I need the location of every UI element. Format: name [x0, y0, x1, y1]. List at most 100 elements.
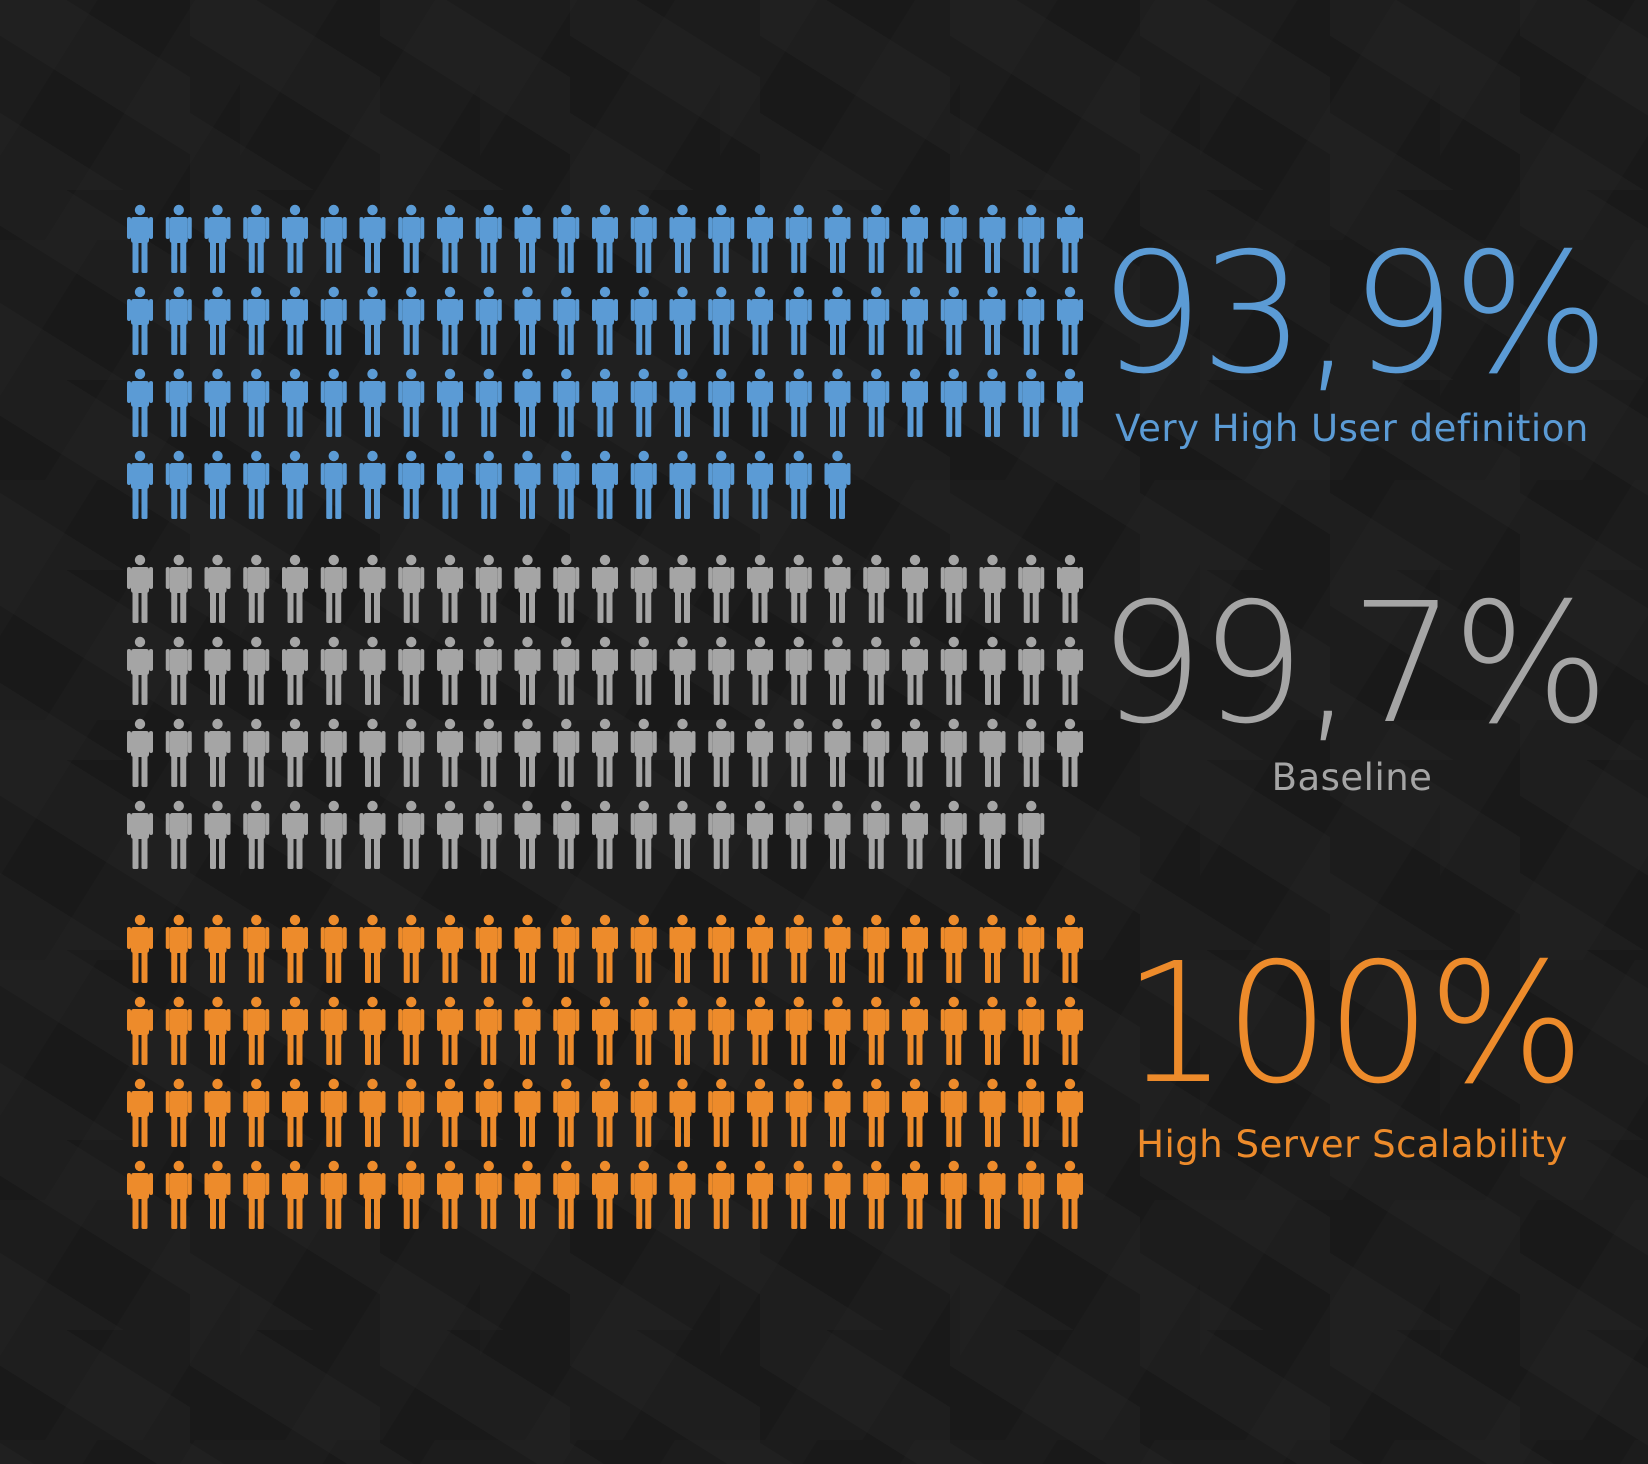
person-icon [979, 554, 1006, 623]
person-icon [979, 1078, 1006, 1147]
person-icon [475, 800, 502, 869]
person-icon [165, 368, 192, 437]
person-icon [398, 636, 425, 705]
gray-series-label: Baseline [1271, 756, 1433, 799]
person-icon [669, 1160, 696, 1229]
person-icon [824, 368, 851, 437]
person-icon [1057, 286, 1083, 355]
person-icon [320, 554, 347, 623]
person-icon [398, 996, 425, 1065]
person-icon [514, 636, 541, 705]
person-icon [359, 204, 386, 273]
person-icon [863, 554, 890, 623]
person-icon [1018, 1078, 1045, 1147]
person-icon [863, 718, 890, 787]
person-icon [863, 1160, 890, 1229]
person-icon [127, 554, 153, 623]
person-icon [514, 996, 541, 1065]
person-icon [437, 800, 463, 869]
person-icon [824, 450, 851, 519]
person-icon [1018, 914, 1045, 983]
person-icon [165, 636, 192, 705]
person-icon [669, 1078, 696, 1147]
person-icon [940, 1160, 967, 1229]
person-icon [863, 636, 890, 705]
person-icon [902, 1078, 928, 1147]
person-icon [398, 800, 425, 869]
person-icon [979, 204, 1006, 273]
person-icon [747, 1160, 773, 1229]
person-icon [979, 718, 1006, 787]
person-icon [553, 914, 580, 983]
person-icon [165, 286, 192, 355]
person-icon [824, 554, 851, 623]
person-icon [630, 204, 657, 273]
person-icon [1057, 204, 1083, 273]
person-icon [243, 286, 270, 355]
person-icon [204, 800, 231, 869]
person-icon [514, 450, 541, 519]
person-icon [398, 450, 425, 519]
person-icon [475, 554, 502, 623]
person-icon [514, 1078, 541, 1147]
person-icon [863, 204, 890, 273]
person-icon [785, 554, 812, 623]
person-icon [979, 996, 1006, 1065]
person-icon [630, 1078, 657, 1147]
person-icon [1057, 554, 1083, 623]
person-icon [940, 800, 967, 869]
person-icon [747, 368, 773, 437]
person-icon [243, 636, 270, 705]
person-icon [824, 1160, 851, 1229]
person-icon [747, 1078, 773, 1147]
person-icon [359, 368, 386, 437]
person-group-0 [127, 204, 1083, 519]
person-icon [398, 914, 425, 983]
person-icon [282, 636, 308, 705]
person-icon [553, 1160, 580, 1229]
person-icon [127, 996, 153, 1065]
person-icon [592, 718, 618, 787]
person-icon [630, 286, 657, 355]
person-icon [165, 1160, 192, 1229]
person-icon [204, 636, 231, 705]
person-icon [475, 450, 502, 519]
person-icon [475, 204, 502, 273]
person-icon [902, 1160, 928, 1229]
person-icon [243, 204, 270, 273]
person-icon [1018, 800, 1045, 869]
blue-series-label: Very High User definition [1115, 407, 1589, 450]
person-icon [747, 204, 773, 273]
person-icon [553, 636, 580, 705]
person-icon [1018, 718, 1045, 787]
person-icon [398, 718, 425, 787]
person-icon [940, 996, 967, 1065]
person-icon [592, 1160, 618, 1229]
person-icon [127, 204, 153, 273]
person-icon [320, 450, 347, 519]
person-icon [592, 1078, 618, 1147]
person-icon [204, 554, 231, 623]
person-icon [437, 636, 463, 705]
person-icon [785, 1160, 812, 1229]
person-icon [398, 1078, 425, 1147]
person-icon [165, 450, 192, 519]
person-icon [282, 914, 308, 983]
person-icon [282, 450, 308, 519]
person-icon [592, 800, 618, 869]
person-icon [940, 368, 967, 437]
person-icon [592, 914, 618, 983]
person-icon [204, 718, 231, 787]
person-icon [359, 286, 386, 355]
person-icon [243, 718, 270, 787]
person-icon [243, 914, 270, 983]
person-icon [243, 1078, 270, 1147]
person-icon [204, 286, 231, 355]
person-icon [1018, 996, 1045, 1065]
person-icon [630, 368, 657, 437]
person-icon [824, 718, 851, 787]
person-icon [398, 554, 425, 623]
person-icon [204, 368, 231, 437]
person-icon [553, 368, 580, 437]
person-icon [630, 914, 657, 983]
